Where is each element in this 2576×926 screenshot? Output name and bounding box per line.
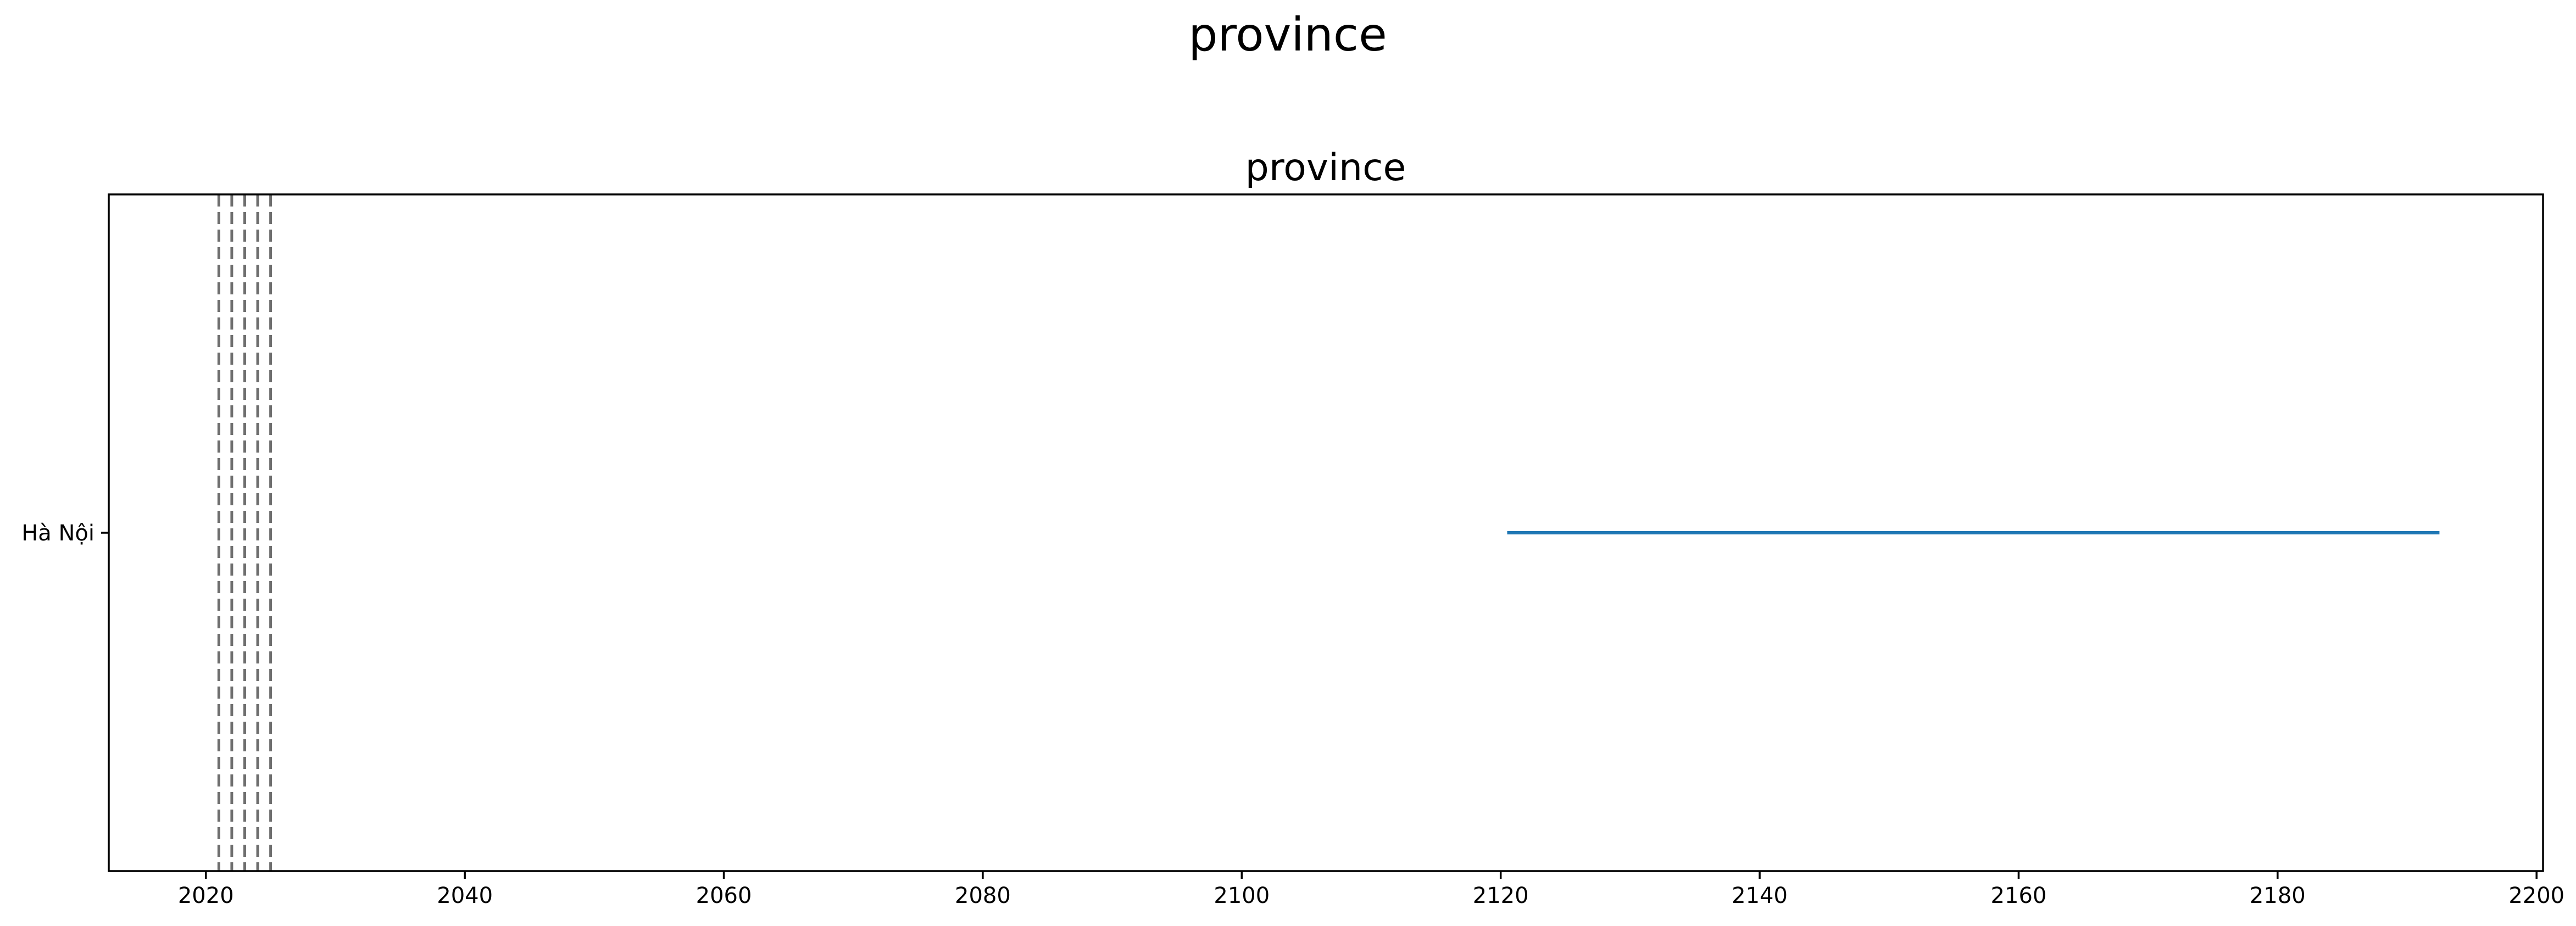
x-tick-label: 2120 xyxy=(1473,883,1529,908)
reference-lines xyxy=(217,194,272,871)
x-axis: 2020 2040 2060 2080 2100 2120 2140 2160 2180 2200 xyxy=(178,871,2564,908)
x-tick-label: 2100 xyxy=(1214,883,1270,908)
x-tick-label: 2160 xyxy=(1991,883,2047,908)
x-tick-label: 2060 xyxy=(696,883,752,908)
y-tick-label: Hà Nội xyxy=(21,521,94,546)
x-tick-label: 2180 xyxy=(2250,883,2306,908)
figure-suptitle: province xyxy=(1188,8,1387,62)
x-tick-label: 2140 xyxy=(1732,883,1788,908)
x-tick-label: 2200 xyxy=(2508,883,2564,908)
x-tick-label: 2080 xyxy=(955,883,1011,908)
x-tick-label: 2040 xyxy=(437,883,493,908)
x-tick-label: 2020 xyxy=(178,883,234,908)
axes-title: province xyxy=(1245,146,1406,189)
y-axis: Hà Nội xyxy=(21,521,109,546)
